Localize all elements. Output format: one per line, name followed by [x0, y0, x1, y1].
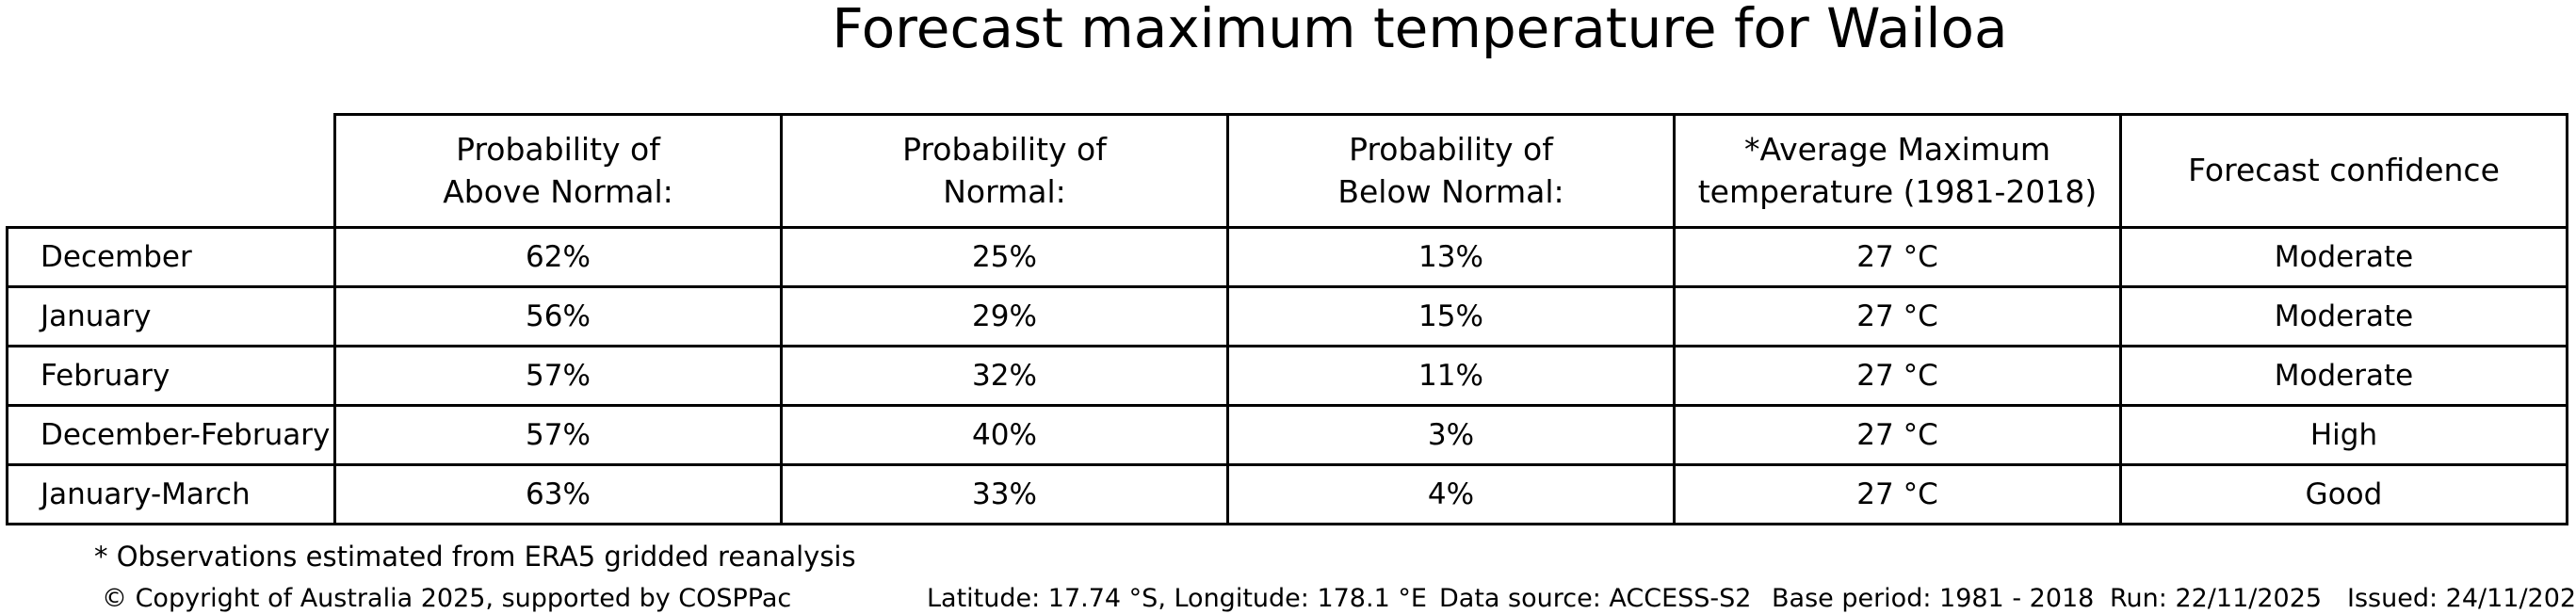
header-line: Probability of — [1349, 130, 1553, 168]
table-row-december-february: December-February 57% 40% 3% 27 °C High — [6, 404, 2568, 466]
header-line: Above Normal: — [443, 172, 673, 210]
cell-above-normal: 56% — [333, 285, 783, 347]
table-row-january-march: January-March 63% 33% 4% 27 °C Good — [6, 463, 2568, 525]
header-line: *Average Maximum — [1743, 130, 2051, 168]
cell-normal: 32% — [780, 345, 1229, 407]
cell-average-max-temp: 27 °C — [1673, 285, 2122, 347]
table-header-row: Probability of Above Normal: Probability… — [8, 113, 2568, 229]
cell-forecast-confidence: Moderate — [2119, 345, 2568, 407]
cell-forecast-confidence: Moderate — [2119, 226, 2568, 288]
column-header-average-max-temp: *Average Maximum temperature (1981-2018) — [1673, 113, 2122, 229]
cell-below-normal: 11% — [1226, 345, 1676, 407]
coordinates-text: Latitude: 17.74 °S, Longitude: 178.1 °E — [927, 584, 1427, 613]
column-header-normal: Probability of Normal: — [780, 113, 1229, 229]
cell-average-max-temp: 27 °C — [1673, 463, 2122, 525]
cell-average-max-temp: 27 °C — [1673, 226, 2122, 288]
header-line: temperature (1981-2018) — [1697, 172, 2098, 210]
cell-above-normal: 63% — [333, 463, 783, 525]
header-line: Normal: — [943, 172, 1066, 210]
column-header-above-normal: Probability of Above Normal: — [333, 113, 783, 229]
cell-normal: 33% — [780, 463, 1229, 525]
cell-normal: 29% — [780, 285, 1229, 347]
cell-below-normal: 4% — [1226, 463, 1676, 525]
cell-forecast-confidence: Moderate — [2119, 285, 2568, 347]
cell-above-normal: 62% — [333, 226, 783, 288]
row-label: December — [6, 226, 336, 288]
base-period-text: Base period: 1981 - 2018 — [1772, 584, 2095, 613]
forecast-table: Probability of Above Normal: Probability… — [6, 113, 2568, 525]
header-line: Below Normal: — [1337, 172, 1564, 210]
row-label: December-February — [6, 404, 336, 466]
issued-date-text: Issued: 24/11/2025 — [2347, 584, 2576, 613]
row-label: February — [6, 345, 336, 407]
cell-below-normal: 3% — [1226, 404, 1676, 466]
cell-below-normal: 13% — [1226, 226, 1676, 288]
header-line: Probability of — [902, 130, 1107, 168]
column-header-below-normal: Probability of Below Normal: — [1226, 113, 1676, 229]
cell-forecast-confidence: Good — [2119, 463, 2568, 525]
row-label: January — [6, 285, 336, 347]
cell-average-max-temp: 27 °C — [1673, 404, 2122, 466]
cell-normal: 25% — [780, 226, 1229, 288]
table-row-january: January 56% 29% 15% 27 °C Moderate — [6, 285, 2568, 347]
page-title: Forecast maximum temperature for Wailoa — [832, 0, 2008, 60]
header-line: Probability of — [456, 130, 660, 168]
cell-average-max-temp: 27 °C — [1673, 345, 2122, 407]
cell-above-normal: 57% — [333, 404, 783, 466]
footnote-observations: * Observations estimated from ERA5 gridd… — [94, 541, 856, 573]
column-header-forecast-confidence: Forecast confidence — [2119, 113, 2568, 229]
cell-below-normal: 15% — [1226, 285, 1676, 347]
cell-above-normal: 57% — [333, 345, 783, 407]
cell-normal: 40% — [780, 404, 1229, 466]
corner-cell — [8, 115, 335, 228]
row-label: January-March — [6, 463, 336, 525]
table-row-december: December 62% 25% 13% 27 °C Moderate — [6, 226, 2568, 288]
cell-forecast-confidence: High — [2119, 404, 2568, 466]
data-source-text: Data source: ACCESS-S2 — [1439, 584, 1752, 613]
run-date-text: Run: 22/11/2025 — [2110, 584, 2323, 613]
table-row-february: February 57% 32% 11% 27 °C Moderate — [6, 345, 2568, 407]
header-line: Forecast confidence — [2188, 152, 2500, 189]
copyright-text: © Copyright of Australia 2025, supported… — [102, 584, 792, 613]
